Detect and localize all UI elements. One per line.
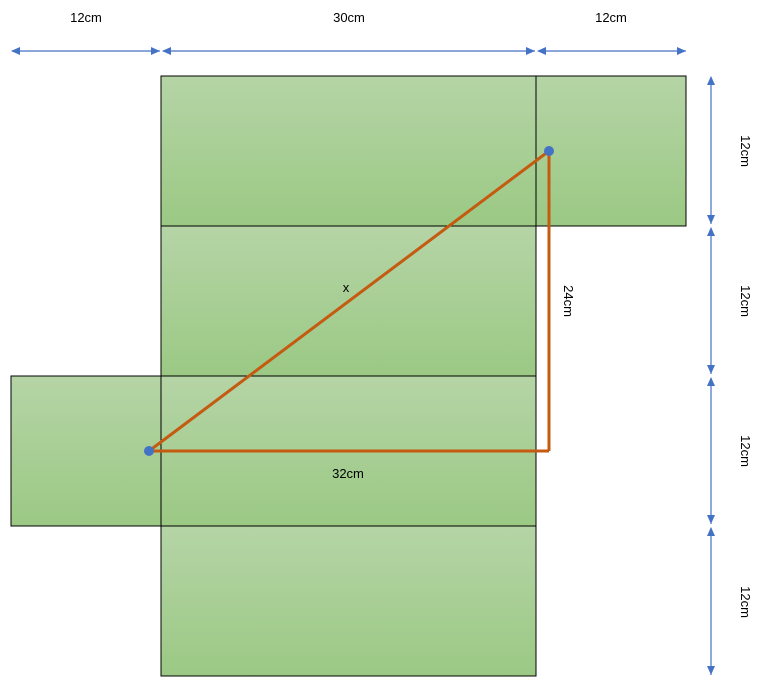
point-lower-left bbox=[144, 446, 154, 456]
label-right-height-1: 12cm bbox=[738, 135, 753, 167]
label-right-height-2: 12cm bbox=[738, 285, 753, 317]
label-horizontal-leg: 32cm bbox=[332, 466, 364, 481]
label-right-height-4: 12cm bbox=[738, 586, 753, 618]
right-triangle bbox=[148, 149, 551, 453]
label-top-right-width: 12cm bbox=[595, 10, 627, 25]
face-top bbox=[160, 75, 537, 227]
face-bottom bbox=[160, 525, 537, 677]
label-top-middle-width: 30cm bbox=[333, 10, 365, 25]
label-top-left-width: 12cm bbox=[70, 10, 102, 25]
label-right-height-3: 12cm bbox=[738, 435, 753, 467]
label-vertical-leg: 24cm bbox=[561, 285, 576, 317]
triangle-hypotenuse bbox=[148, 149, 550, 453]
face-top-right-flap bbox=[535, 75, 687, 227]
point-upper-right bbox=[544, 146, 554, 156]
net-faces bbox=[10, 75, 687, 677]
face-left-flap bbox=[10, 375, 162, 527]
label-hypotenuse: x bbox=[343, 280, 350, 295]
